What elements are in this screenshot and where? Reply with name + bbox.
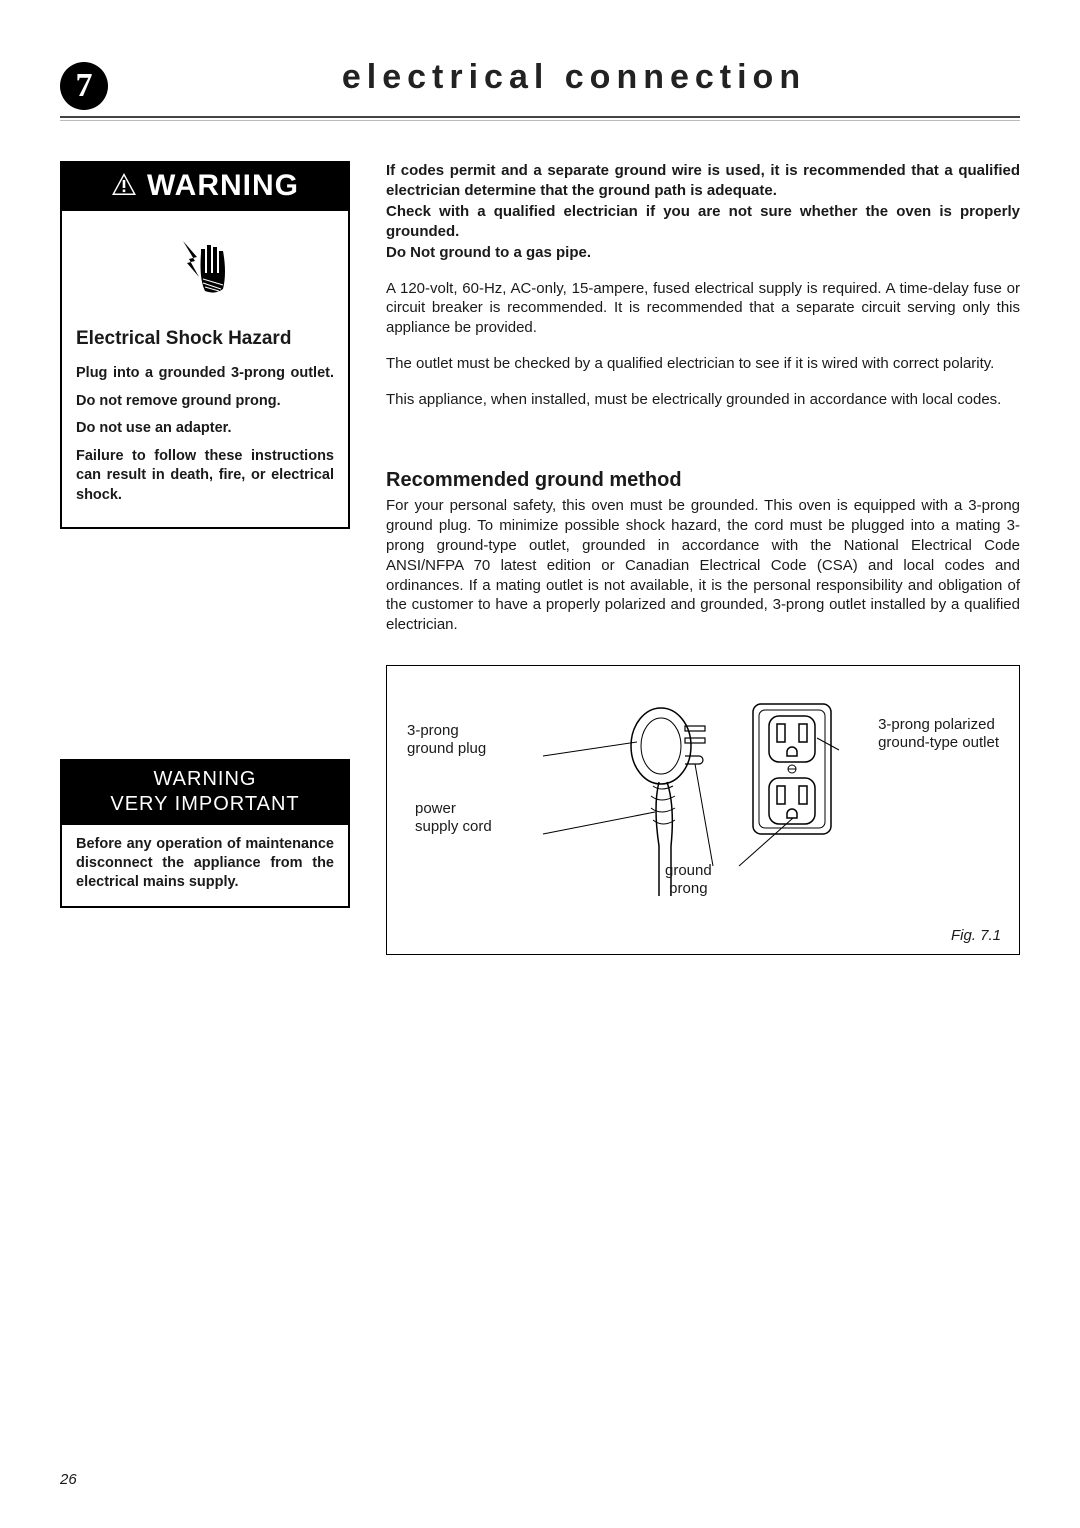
warning-box-maintenance: WARNING VERY IMPORTANT Before any operat… [60, 759, 350, 908]
fig-label-cord: power supply cord [415, 800, 492, 836]
warning-line: Plug into a grounded 3-prong outlet. [76, 364, 334, 384]
shock-hand-icon [62, 211, 348, 324]
bold-line: If codes permit and a separate ground wi… [386, 161, 1020, 200]
left-column: WARNING Electrical Shock Hazard [60, 161, 350, 955]
subsection-heading: Recommended ground method [386, 469, 1020, 492]
right-column: If codes permit and a separate ground wi… [386, 161, 1020, 955]
warning-box-shock: WARNING Electrical Shock Hazard [60, 161, 350, 529]
bold-line: Do Not ground to a gas pipe. [386, 243, 1020, 263]
bold-intro: If codes permit and a separate ground wi… [386, 161, 1020, 263]
figure-box: 3-prong ground plug power supply cord gr… [386, 665, 1020, 955]
warning2-title-line2: VERY IMPORTANT [110, 793, 299, 815]
section-title: electrical connection [128, 58, 1020, 97]
content-columns: WARNING Electrical Shock Hazard [60, 161, 1020, 955]
warning2-title-line1: WARNING [154, 768, 257, 790]
warning-line: Do not remove ground prong. [76, 392, 334, 412]
figure-caption: Fig. 7.1 [951, 927, 1001, 944]
paragraph: A 120-volt, 60-Hz, AC-only, 15-ampere, f… [386, 279, 1020, 338]
page-number: 26 [60, 1471, 77, 1488]
section-number-badge: 7 [60, 62, 108, 110]
fig-label-ground: ground prong [665, 862, 712, 898]
warning2-body: Before any operation of maintenance disc… [62, 825, 348, 906]
rule-light [60, 120, 1020, 121]
warning-triangle-icon [111, 172, 137, 200]
fig-label-outlet: 3-prong polarized ground-type outlet [878, 716, 999, 752]
warning2-header: WARNING VERY IMPORTANT [62, 761, 348, 825]
warning-header: WARNING [62, 163, 348, 211]
paragraph: The outlet must be checked by a qualifie… [386, 354, 1020, 374]
bold-line: Check with a qualified electrician if yo… [386, 202, 1020, 241]
warning-subtitle: Electrical Shock Hazard [62, 324, 348, 356]
paragraph: For your personal safety, this oven must… [386, 496, 1020, 635]
warning-body: Plug into a grounded 3-prong outlet. Do … [62, 364, 348, 527]
rule-dark [60, 116, 1020, 118]
fig-label-plug: 3-prong ground plug [407, 722, 486, 758]
warning-title: WARNING [147, 169, 299, 203]
paragraph: This appliance, when installed, must be … [386, 390, 1020, 410]
warning-line: Do not use an adapter. [76, 419, 334, 439]
warning-line: Failure to follow these instructions can… [76, 447, 334, 506]
page: 7 electrical connection WARNING [0, 0, 1080, 955]
header-row: 7 electrical connection [60, 44, 1020, 110]
